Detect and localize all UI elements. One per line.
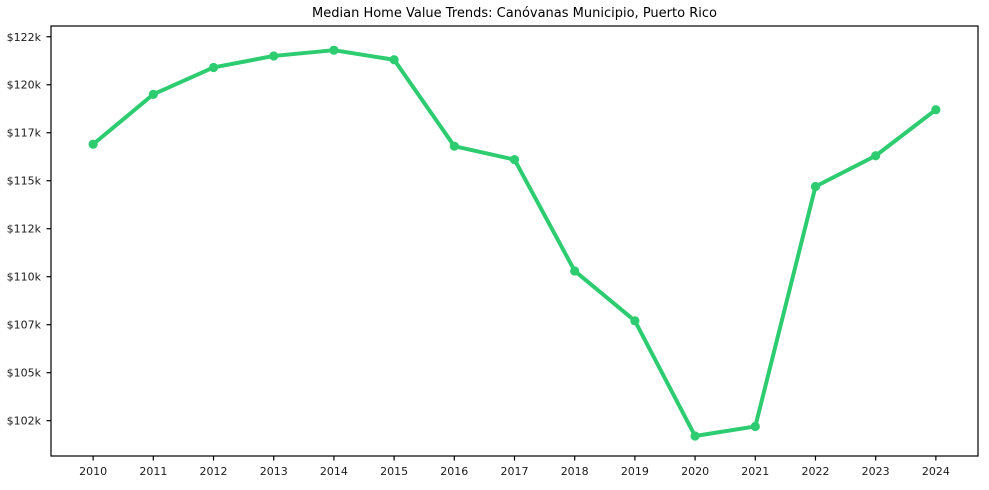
y-axis-tick-label: $107k bbox=[7, 319, 42, 332]
x-axis-tick-label: 2011 bbox=[139, 465, 167, 478]
data-point-2010 bbox=[88, 139, 98, 149]
data-point-2024 bbox=[931, 105, 941, 115]
y-axis-tick-label: $105k bbox=[7, 367, 42, 380]
x-axis-tick-label: 2012 bbox=[200, 465, 228, 478]
x-axis-tick-label: 2013 bbox=[260, 465, 288, 478]
x-axis-tick-label: 2018 bbox=[561, 465, 589, 478]
data-point-2014 bbox=[329, 45, 339, 55]
data-line bbox=[91, 48, 938, 439]
plot-border bbox=[50, 25, 979, 457]
y-axis-tick-label: $117k bbox=[7, 127, 42, 140]
y-axis-tick-label: $122k bbox=[7, 31, 42, 44]
y-axis-tick-label: $115k bbox=[7, 175, 42, 188]
x-axis-tick-label: 2016 bbox=[440, 465, 468, 478]
x-axis-tick-label: 2019 bbox=[621, 465, 649, 478]
data-point-2023 bbox=[871, 151, 881, 161]
x-axis-tick-label: 2021 bbox=[741, 465, 769, 478]
data-point-2021 bbox=[750, 421, 760, 432]
y-axis-tick-label: $120k bbox=[7, 79, 42, 92]
data-point-2015 bbox=[389, 55, 399, 65]
data-point-2012 bbox=[208, 62, 219, 73]
chart-title: Median Home Value Trends: Canóvanas Muni… bbox=[312, 6, 717, 21]
x-axis-tick-label: 2015 bbox=[380, 465, 408, 478]
y-axis-tick-label: $102k bbox=[7, 415, 42, 428]
data-point-2017 bbox=[509, 155, 520, 165]
data-point-2011 bbox=[148, 89, 158, 99]
data-point-2013 bbox=[269, 51, 279, 61]
x-axis-tick-label: 2017 bbox=[501, 465, 529, 478]
x-axis-tick-label: 2024 bbox=[922, 465, 950, 478]
x-axis-tick-label: 2010 bbox=[79, 465, 107, 478]
x-axis-tick-label: 2014 bbox=[320, 465, 348, 478]
data-point-2020 bbox=[690, 431, 700, 441]
data-point-2019 bbox=[630, 316, 640, 326]
x-axis-tick-label: 2022 bbox=[801, 465, 829, 478]
y-axis-tick-label: $112k bbox=[7, 223, 42, 236]
y-axis-tick-label: $110k bbox=[7, 271, 42, 284]
x-axis-tick-label: 2023 bbox=[862, 465, 890, 478]
data-point-2022 bbox=[810, 181, 821, 192]
data-point-2018 bbox=[570, 266, 580, 276]
data-point-2016 bbox=[449, 141, 459, 151]
x-axis-tick-label: 2020 bbox=[681, 465, 709, 478]
